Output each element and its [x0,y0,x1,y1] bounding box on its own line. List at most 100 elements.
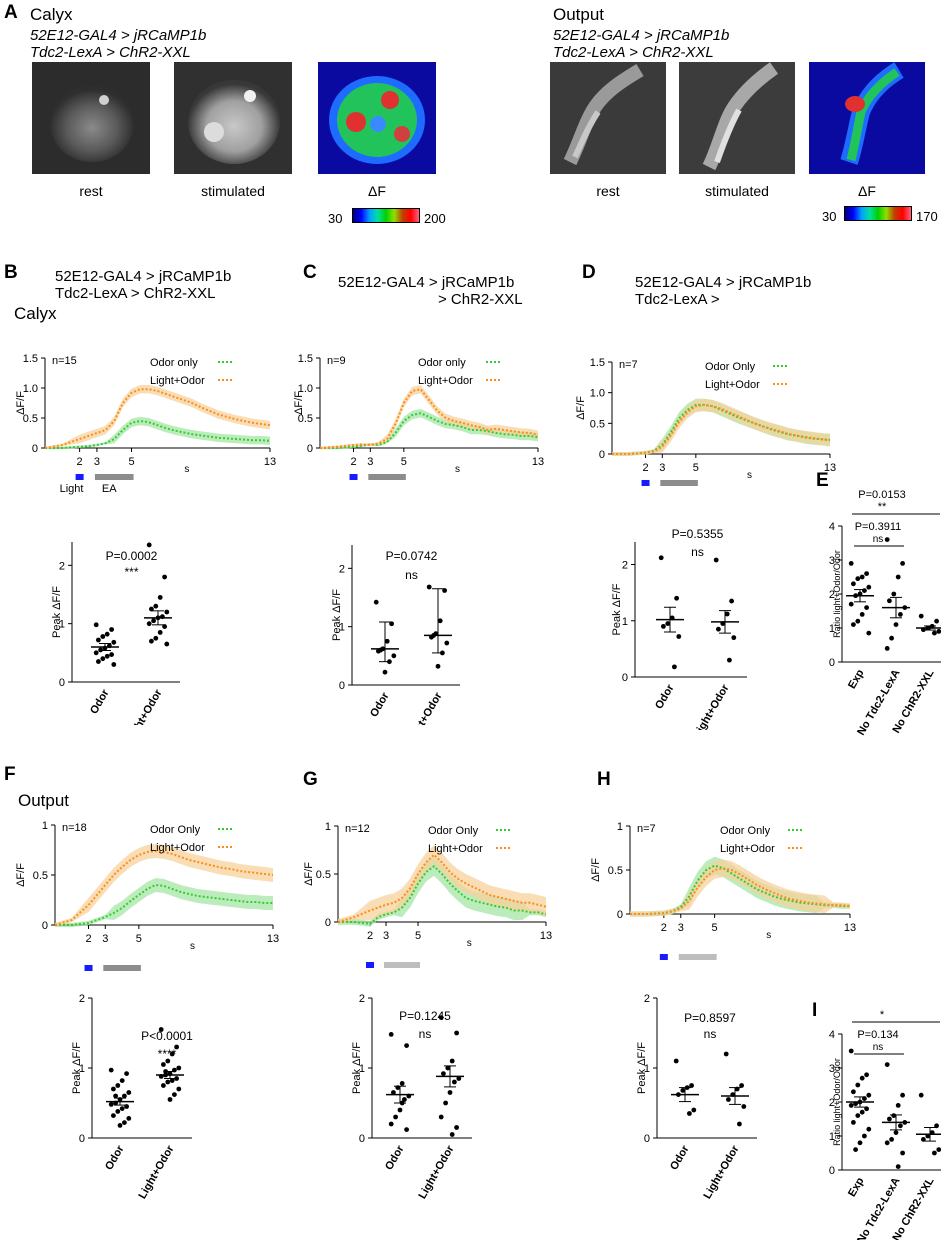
n-label: n=9 [327,355,346,367]
p-value-label: P=0.0742 [386,549,438,563]
error-band-odor [45,416,270,450]
data-point [104,653,110,659]
data-point [447,1090,453,1095]
data-point [676,634,682,639]
chart-h: 0 0.5 1 2 3 5 13 s ΔF/F n=7 Odor Only Light+Odor [575,800,860,995]
data-point [884,1140,890,1146]
data-point [895,574,901,580]
odor-stimulus-bar [660,480,698,486]
legend-label: Light+Odor [150,842,205,854]
series-line-odor [612,403,831,455]
y-tick-label: 0.5 [298,413,313,425]
data-point [851,1089,856,1095]
data-point [153,603,159,609]
data-point [438,1114,444,1120]
data-point [848,1103,854,1108]
data-point [176,1065,182,1071]
data-point [857,1140,863,1146]
series-line-odor [320,412,539,449]
output-colorbar [844,206,912,221]
data-point [426,584,432,590]
y-tick-label: 1 [79,1063,85,1075]
category-label: Exp [846,667,867,691]
chart-d-peak: 0 1 2 Peak ΔF/F Odor Light+Odor P=0.5355 ns [560,510,800,740]
panel-label-d: D [582,262,596,283]
odor-stimulus-bar [384,962,420,968]
data-point [673,1058,679,1064]
data-point [122,1120,127,1125]
data-point [689,1083,694,1088]
data-point [165,1058,171,1064]
legend-label: Odor Only [428,825,479,837]
data-point [169,1051,175,1057]
y-axis-label: ΔF/F [293,391,305,415]
panel-c-header: 52E12-GAL4 > jRCaMP1b > ChR2-XXL [338,274,523,308]
y-axis-label: Ratio light+Odor/Odor [832,1058,842,1146]
y-tick-label: 1.5 [298,353,313,365]
data-point [741,1104,747,1109]
output-rest-image [550,62,666,174]
data-point [119,1078,125,1083]
data-point [452,1079,457,1085]
data-point [449,1132,455,1137]
data-point [146,542,152,548]
data-point [680,1088,686,1093]
data-point [864,1106,869,1112]
y-axis-label: Peak ΔF/F [611,583,623,635]
data-point [866,1092,872,1098]
output-stimulated-caption: stimulated [705,183,769,199]
data-point [454,1030,459,1036]
data-point [109,652,114,657]
data-point [716,626,721,632]
data-point [672,664,677,670]
category-label: Odor [383,1143,407,1172]
x-tick-label: 13 [844,922,856,934]
x-tick-label: 3 [367,456,373,468]
x-axis-label: s [766,930,771,941]
chart-g: 0 0.5 1 2 3 5 13 s ΔF/F n=12 Odor Only Light+Odor [288,800,573,995]
genotype-line-2: Tdc2-LexA > ChR2-XXL [30,44,191,61]
series-line-odor [55,883,273,926]
chart-g-peak: 0 1 2 Peak ΔF/F Odor Light+Odor P=0.1245 ns [300,980,540,1215]
calyx-deltaf-caption: ΔF [368,183,386,199]
data-point [111,662,117,667]
data-point [397,1107,403,1113]
y-tick-label: 1 [622,616,628,628]
significance-stars-overall: ** [878,501,887,513]
y-tick-label: 2 [829,1097,835,1109]
y-tick-label: 0.5 [316,869,331,881]
odor-stimulus-bar [103,965,141,971]
p-value-label: P=0.0002 [106,549,158,563]
data-point [165,1079,171,1085]
data-point [111,639,117,645]
y-tick-label: 1.0 [590,388,605,400]
output-deltaf-image [809,62,925,174]
data-point [855,576,861,582]
output-title: Output [553,5,605,24]
genotype-line-2: Tdc2-LexA > ChR2-XXL [553,44,714,61]
data-point [151,618,157,624]
category-label: Odor [88,687,112,716]
data-point [126,1116,132,1121]
data-point [445,1065,451,1071]
y-tick-label: 1.0 [23,383,38,395]
panel-label-h: H [597,769,611,790]
data-point [866,584,872,590]
series-line-light-odor [44,388,271,449]
x-tick-label: 3 [102,933,108,945]
data-point [891,591,897,597]
legend-label: Light+Odor [428,843,483,855]
data-point [729,598,734,604]
y-axis-label: Peak ΔF/F [71,1042,83,1094]
error-band-light-odor [612,398,830,456]
data-point [936,1147,941,1152]
data-point [164,609,170,615]
data-point [674,595,679,601]
data-point [149,638,154,644]
output-rest-caption: rest [596,183,620,199]
data-point [665,621,671,626]
data-point [893,622,899,627]
y-tick-label: 0 [599,449,605,461]
data-point [157,630,163,635]
data-point [864,605,869,610]
